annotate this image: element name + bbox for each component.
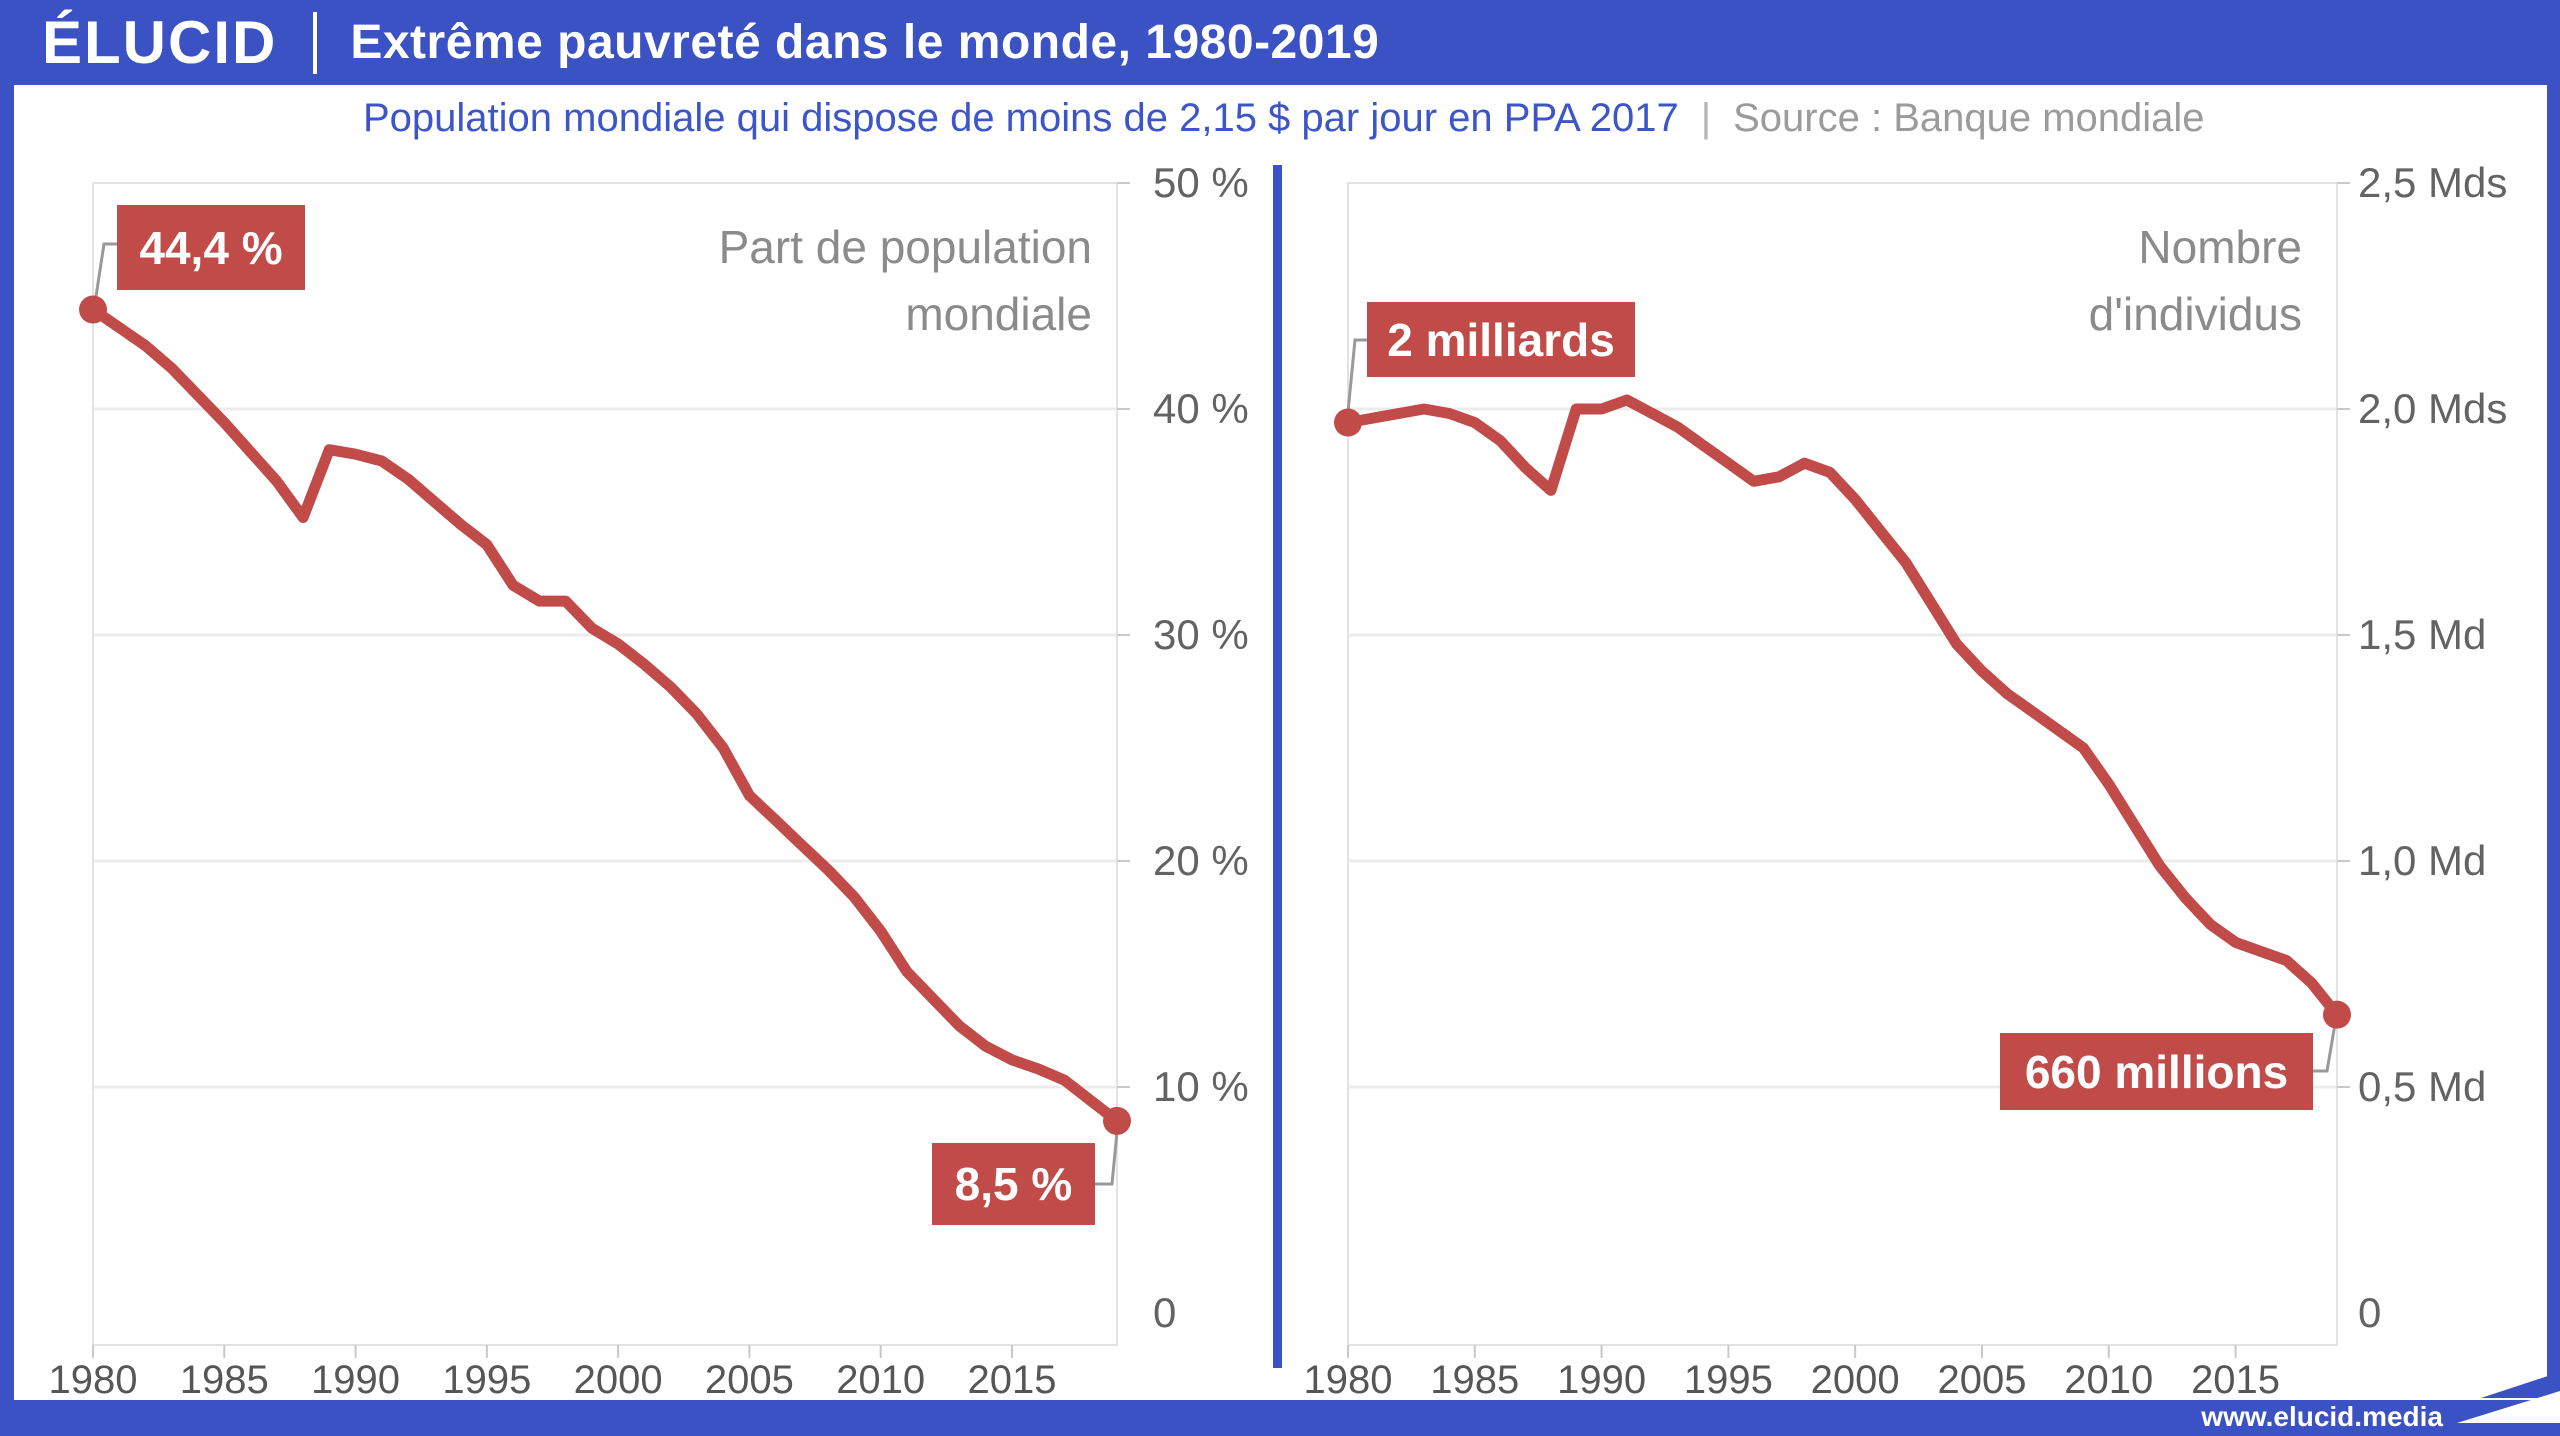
data-label-box: 660 millions — [2000, 1033, 2313, 1110]
annotation-leader-line — [2313, 1023, 2337, 1073]
y-axis-label: 2,5 Mds — [2358, 159, 2508, 206]
plot-border — [92, 182, 1118, 1346]
brand-logo: ÉLUCID — [42, 9, 278, 76]
poverty-trend-line — [1342, 394, 2343, 1021]
page-title: Extrême pauvreté dans le monde, 1980-201… — [350, 16, 1380, 69]
x-axis-label: 1985 — [1430, 1358, 1520, 1402]
y-axis-label: 2,0 Mds — [2358, 385, 2508, 432]
x-axis-label: 2015 — [967, 1358, 1057, 1402]
x-axis-label: 1980 — [1303, 1358, 1393, 1402]
chart-title: Nombre d'individus — [2088, 221, 2302, 340]
annotation-leader-line — [93, 242, 117, 304]
y-axis-label: 20 % — [1153, 837, 1249, 884]
data-point-dot — [1103, 1106, 1131, 1135]
x-axis-label: 2000 — [573, 1358, 663, 1402]
charts-divider — [1273, 165, 1282, 1368]
y-axis-label: 0,5 Md — [2358, 1063, 2487, 1110]
data-label-box: 44,4 % — [117, 205, 305, 290]
footer-bar — [0, 1400, 2560, 1436]
annotation-leader-line — [1346, 338, 1367, 413]
y-axis-label: 40 % — [1153, 385, 1249, 432]
data-point-dot — [1334, 408, 1362, 437]
subtitle-separator: | — [1700, 96, 1712, 140]
y-axis-label: 0 — [2358, 1289, 2382, 1336]
header-divider — [313, 11, 318, 74]
x-axis-label: 1995 — [442, 1358, 532, 1402]
chart-title: Part de population mondiale — [718, 221, 1092, 340]
plot-border — [1347, 182, 2338, 1346]
x-axis-label: 1990 — [1557, 1358, 1647, 1402]
x-axis-label: 2005 — [704, 1358, 794, 1402]
x-axis-label: 2010 — [2064, 1358, 2154, 1402]
x-axis-label: 1980 — [48, 1358, 138, 1402]
page-frame-right — [2547, 0, 2560, 1436]
x-axis-label: 2010 — [836, 1358, 926, 1402]
x-axis-label: 1985 — [179, 1358, 269, 1402]
data-label-box: 2 milliards — [1367, 302, 1635, 377]
annotation-leader-line — [1095, 1131, 1119, 1186]
subtitle: Population mondiale qui dispose de moins… — [363, 96, 2205, 141]
data-point-dot — [2323, 1000, 2351, 1029]
data-label-box: 8,5 % — [932, 1143, 1095, 1225]
subtitle-source: Source : Banque mondiale — [1733, 96, 2205, 140]
y-axis-label: 1,0 Md — [2358, 837, 2487, 884]
page-frame-left — [0, 0, 14, 1436]
x-axis-label: 1990 — [311, 1358, 401, 1402]
y-axis-label: 50 % — [1153, 159, 1249, 206]
poverty-trend-line — [87, 304, 1123, 1127]
x-axis-label: 2005 — [1937, 1358, 2027, 1402]
y-axis-label: 0 — [1153, 1289, 1177, 1336]
y-axis-label: 30 % — [1153, 611, 1249, 658]
y-axis-label: 10 % — [1153, 1063, 1249, 1110]
x-axis-label: 2000 — [1810, 1358, 1900, 1402]
x-axis-label: 1995 — [1683, 1358, 1773, 1402]
subtitle-text: Population mondiale qui dispose de moins… — [363, 96, 1679, 140]
y-axis-label: 1,5 Md — [2358, 611, 2487, 658]
footer-url: www.elucid.media — [2201, 1401, 2443, 1432]
x-axis-label: 2015 — [2191, 1358, 2281, 1402]
data-point-dot — [79, 295, 107, 324]
header: ÉLUCID Extrême pauvreté dans le monde, 1… — [0, 0, 2560, 85]
